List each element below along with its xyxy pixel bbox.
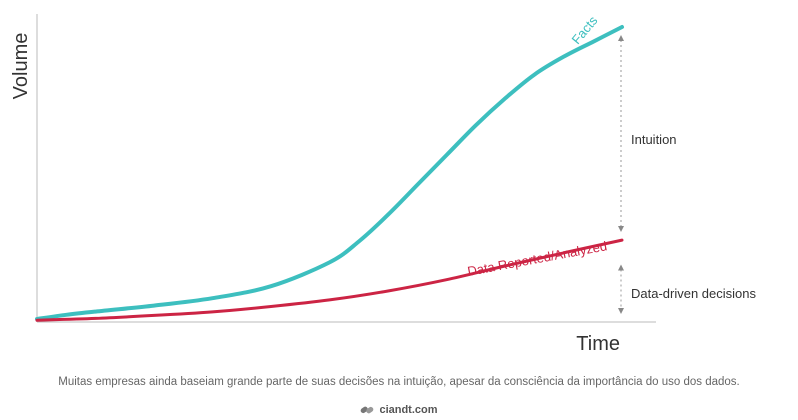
series-line-data-reported: [35, 238, 624, 322]
annotation-intuition-label: Intuition: [631, 132, 677, 147]
series-label-data-reported: Data Reported/Analyzed: [466, 238, 608, 279]
series-line-facts: [35, 25, 624, 321]
annotation-intuition: Intuition: [618, 34, 677, 233]
annotation-intuition-arrow-top: [618, 34, 624, 41]
ciandt-logo-icon: [361, 406, 374, 414]
annotation-data-driven: Data-driven decisions: [618, 264, 757, 314]
y-axis-title: Volume: [10, 33, 32, 100]
chart: Volume Time Facts Data Reported/Analyzed…: [10, 13, 757, 355]
x-axis-title: Time: [576, 333, 620, 355]
brand-text: ciandt.com: [379, 404, 438, 416]
annotation-data-driven-label: Data-driven decisions: [631, 286, 757, 301]
annotation-data-driven-arrow-bottom: [618, 308, 624, 314]
caption: Muitas empresas ainda baseiam grande par…: [58, 376, 740, 388]
brand-footer: ciandt.com: [0, 404, 798, 416]
annotation-data-driven-arrow-top: [618, 264, 624, 271]
annotation-intuition-arrow-bottom: [618, 226, 624, 233]
